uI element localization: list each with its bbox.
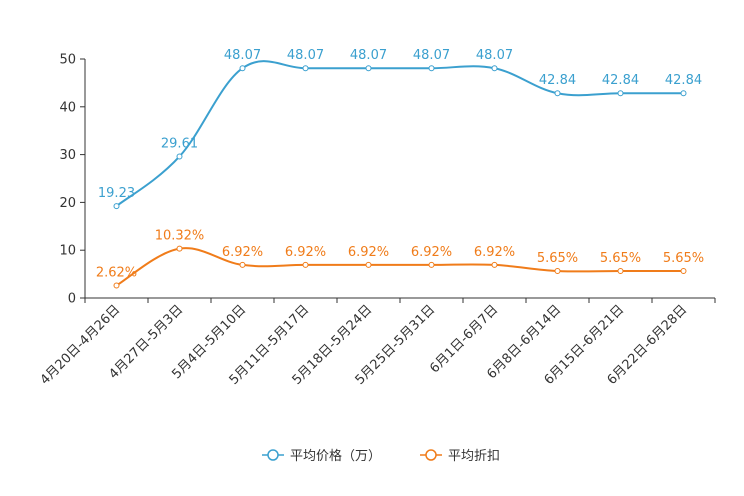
series-1-point [554, 90, 561, 97]
series-1-point [176, 153, 183, 160]
series-1-data-label: 48.07 [224, 48, 261, 63]
y-tick-label: 20 [59, 196, 76, 211]
series-2-data-label: 6.92% [474, 245, 515, 260]
legend-label: 平均价格（万） [290, 448, 381, 464]
series-2-point [680, 267, 687, 274]
series-2-point [428, 261, 435, 268]
series-2-data-label: 5.65% [537, 251, 578, 266]
legend-item-1: 平均价格（万） [262, 448, 381, 464]
series-2-data-label: 6.92% [285, 245, 326, 260]
series-1-point [113, 203, 120, 210]
series-2-data-label: 2.62% [96, 265, 137, 280]
series-1-point [617, 90, 624, 97]
series-1-data-label: 48.07 [287, 48, 324, 63]
series-2-data-label: 6.92% [411, 245, 452, 260]
series-1-data-label: 42.84 [539, 73, 576, 88]
series-line-1 [115, 60, 684, 207]
series-2-data-label: 5.65% [600, 251, 641, 266]
y-tick-label: 30 [59, 148, 76, 163]
y-tick-label: 10 [59, 244, 76, 259]
series-2-point [491, 261, 498, 268]
series-2-point [554, 267, 561, 274]
legend-swatch-marker [425, 449, 437, 461]
series-2-data-label: 5.65% [663, 251, 704, 266]
series-2-point [365, 261, 372, 268]
series-2-point [176, 245, 183, 252]
series-2-point [113, 282, 120, 289]
series-1-data-label: 42.84 [602, 73, 639, 88]
series-1-point [302, 65, 309, 72]
y-tick-label: 50 [59, 53, 76, 68]
series-1-point [365, 65, 372, 72]
y-tick-label: 40 [59, 100, 76, 115]
series-2-point [302, 261, 309, 268]
series-1-data-label: 42.84 [665, 73, 702, 88]
series-2-data-label: 6.92% [348, 245, 389, 260]
series-1-point [491, 65, 498, 72]
series-1-data-label: 19.23 [98, 186, 135, 201]
series-2-data-label: 10.32% [155, 229, 205, 244]
legend-item-2: 平均折扣 [420, 449, 500, 464]
series-1-data-label: 48.07 [476, 48, 513, 63]
y-tick-label: 0 [68, 292, 76, 307]
series-2-point [617, 267, 624, 274]
legend-swatch-marker [267, 449, 279, 461]
series-line-2 [115, 247, 684, 287]
series-1-point [239, 65, 246, 72]
series-1-data-label: 29.61 [161, 136, 198, 151]
legend-label: 平均折扣 [448, 449, 500, 464]
series-1-data-label: 48.07 [413, 48, 450, 63]
series-1-point [680, 90, 687, 97]
series-2-data-label: 6.92% [222, 245, 263, 260]
series-2-point [239, 261, 246, 268]
series-1-point [428, 65, 435, 72]
series-1-data-label: 48.07 [350, 48, 387, 63]
